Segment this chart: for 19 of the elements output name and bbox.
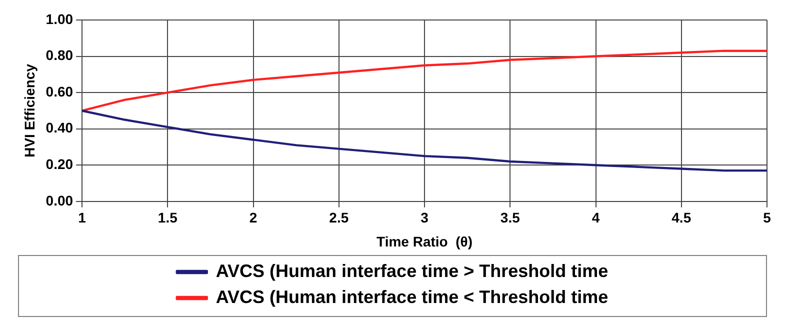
x-tick-label: 2.5	[329, 210, 349, 226]
x-tick-label: 4	[592, 210, 600, 226]
y-tick-label: 0.20	[46, 156, 74, 172]
y-tick-label: 0.00	[46, 192, 74, 208]
y-tick-label: 0.40	[46, 120, 74, 136]
y-axis-title: HVI Efficiency	[21, 64, 38, 158]
x-tick-label: 2	[249, 210, 258, 226]
x-tick-label: 3	[420, 210, 429, 226]
legend-label: AVCS (Human interface time < Threshold time	[216, 286, 608, 307]
y-tick-label: 0.60	[46, 83, 74, 100]
y-tick-label: 1.00	[46, 10, 74, 27]
x-tick-label: 3.5	[500, 210, 520, 226]
x-tick-label: 4.5	[672, 210, 692, 226]
x-tick-label: 1.5	[158, 210, 178, 226]
x-axis-title: Time Ratio (θ)	[376, 233, 473, 250]
legend-label: AVCS (Human interface time > Threshold time	[216, 260, 608, 281]
x-tick-label: 1	[78, 210, 86, 226]
y-tick-label: 0.80	[46, 47, 74, 64]
x-tick-label: 5	[763, 210, 772, 226]
